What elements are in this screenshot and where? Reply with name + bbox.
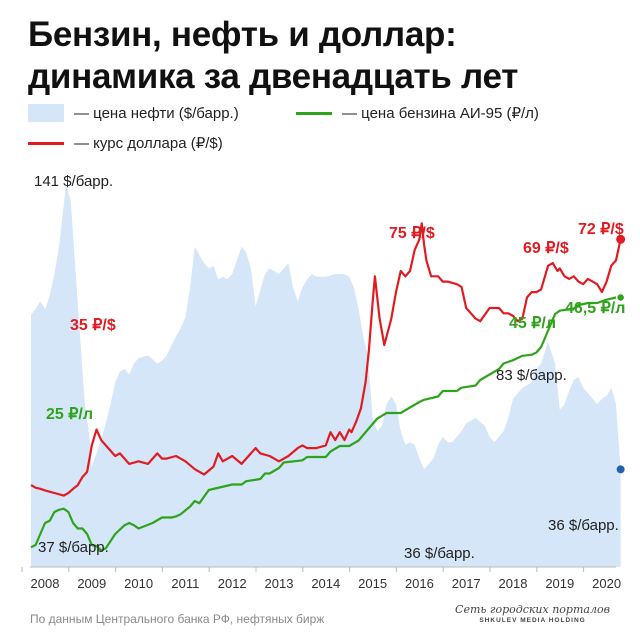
legend-petrol-swatch [296, 111, 332, 115]
annotation-label: 36 $/барр. [548, 517, 619, 534]
source-note: По данным Центрального банка РФ, нефтяны… [30, 612, 325, 626]
x-tick-label: 2013 [265, 576, 294, 591]
x-tick-label: 2009 [77, 576, 106, 591]
annotation-label: 69 ₽/$ [523, 240, 569, 257]
legend-petrol-label: — цена бензина АИ-95 (₽/л) [342, 105, 539, 122]
oil-end-dot [616, 465, 625, 474]
legend-usd: — курс доллара (₽/$) [28, 134, 223, 152]
x-tick-label: 2008 [31, 576, 60, 591]
x-tick-label: 2016 [405, 576, 434, 591]
annotation-label: 45 ₽/л [509, 315, 556, 332]
legend-usd-label: — курс доллара (₽/$) [74, 135, 223, 152]
title-line-2: динамика за двенадцать лет [28, 57, 519, 96]
annotation-label: 46,5 ₽/л [565, 300, 625, 317]
oil-price-area [30, 184, 621, 567]
x-tick-label: 2018 [499, 576, 528, 591]
annotation-label: 141 $/барр. [34, 173, 113, 190]
usd-end-dot [616, 234, 626, 244]
annotation-label: 72 ₽/$ [578, 221, 624, 238]
legend-usd-swatch [28, 141, 64, 145]
legend-petrol: — цена бензина АИ-95 (₽/л) [296, 104, 539, 122]
annotation-label: 25 ₽/л [46, 406, 93, 423]
x-tick-label: 2014 [311, 576, 340, 591]
annotation-label: 75 ₽/$ [389, 225, 435, 242]
annotation-label: 37 $/барр. [38, 539, 109, 556]
annotation-label: 83 $/барр. [496, 367, 567, 384]
annotation-label: 36 $/барр. [404, 545, 475, 562]
legend-oil: — цена нефти ($/барр.) [28, 104, 239, 122]
usd-rate-line [30, 222, 622, 497]
x-tick-label: 2011 [171, 576, 199, 591]
logo-line-2: SHKULEV MEDIA HOLDING [479, 617, 586, 624]
page-title: Бензин, нефть и доллар: динамика за двен… [28, 14, 518, 98]
publisher-logo: Сеть городских порталов SHKULEV MEDIA HO… [455, 603, 610, 624]
legend-oil-label: — цена нефти ($/барр.) [74, 104, 239, 122]
legend-oil-swatch [28, 104, 64, 122]
annotation-label: 35 ₽/$ [70, 317, 116, 334]
x-tick-label: 2010 [124, 576, 153, 591]
x-tick-label: 2015 [358, 576, 387, 591]
logo-line-1: Сеть городских порталов [455, 603, 610, 616]
petrol-price-line [30, 296, 621, 552]
x-tick-label: 2020 [592, 576, 621, 591]
x-tick-label: 2012 [218, 576, 247, 591]
title-line-1: Бензин, нефть и доллар: [28, 15, 457, 54]
petrol-end-dot [615, 292, 626, 303]
x-tick-label: 2019 [545, 576, 574, 591]
x-tick-label: 2017 [452, 576, 481, 591]
